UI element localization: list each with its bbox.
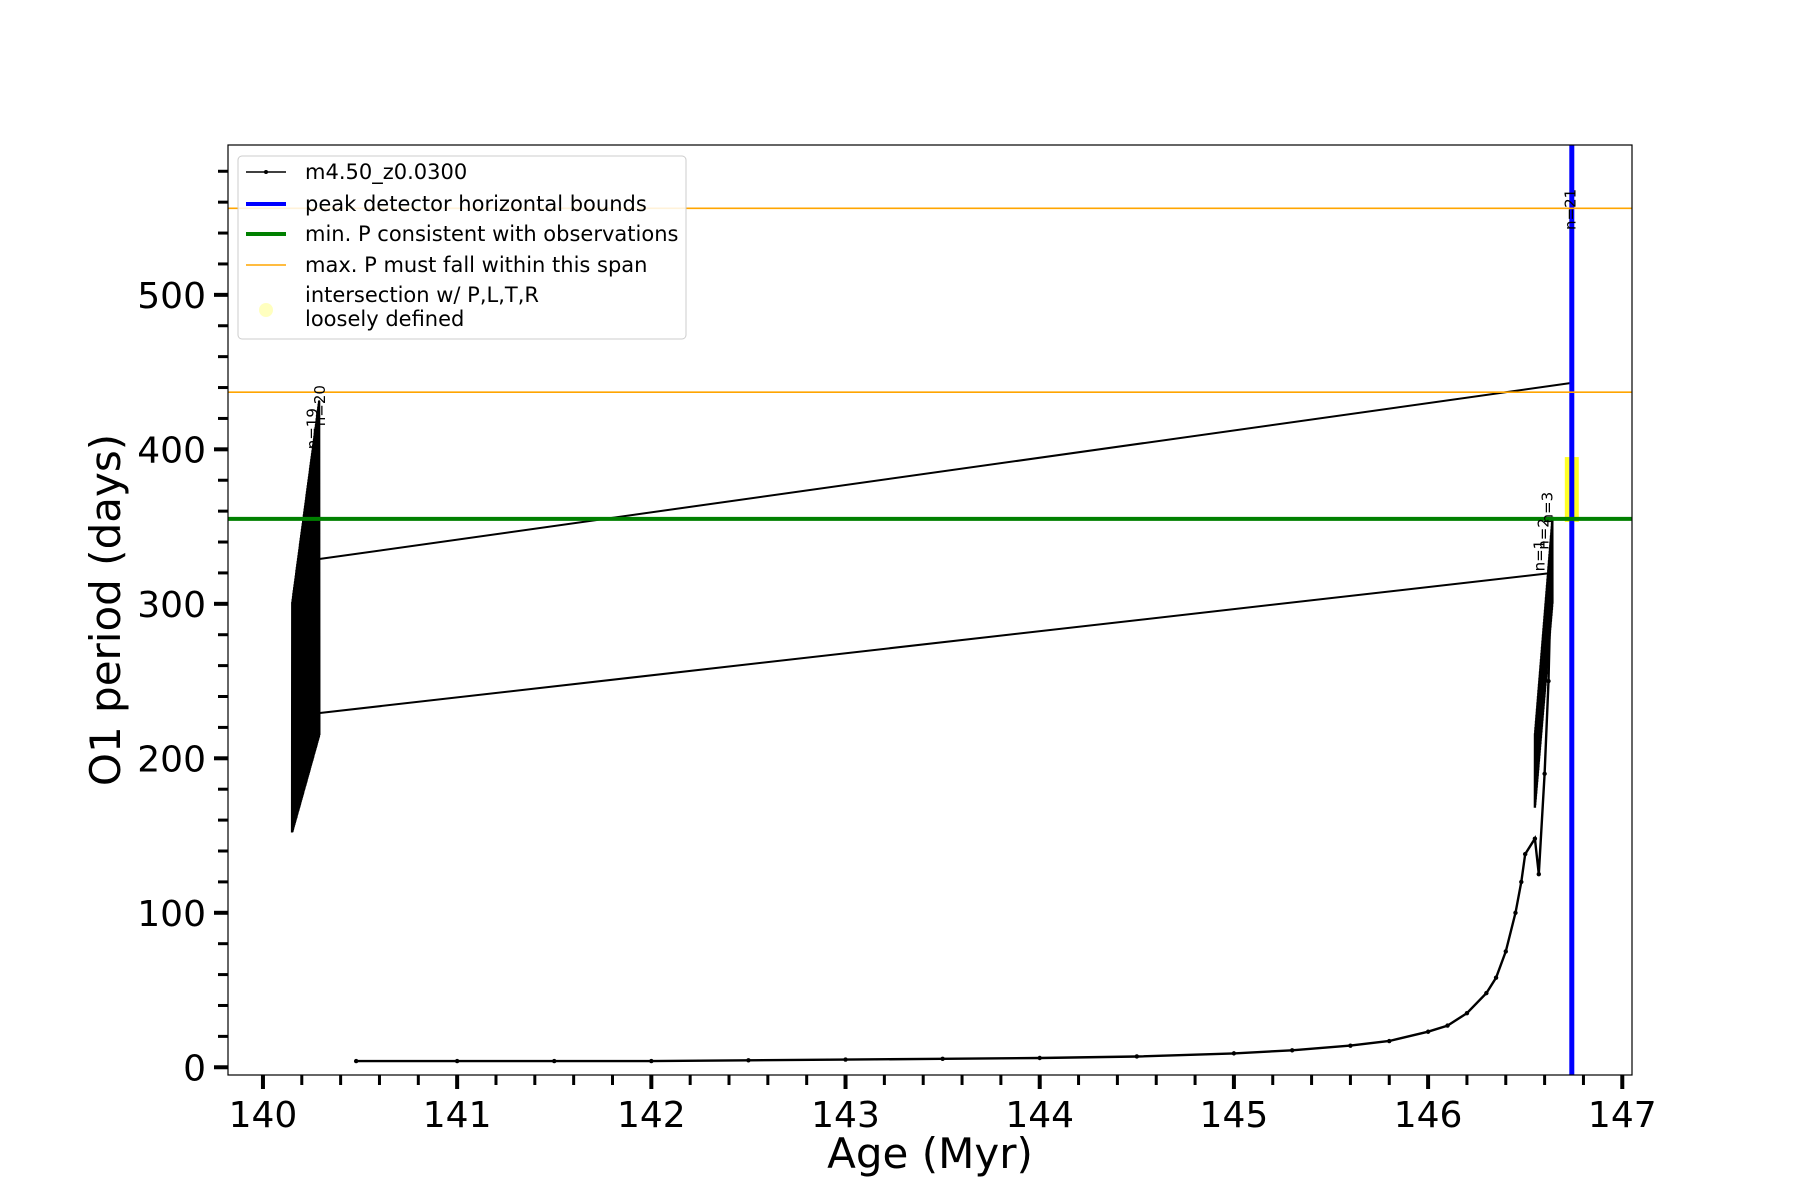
x-tick-label: 143 — [811, 1095, 880, 1136]
legend-box — [237, 155, 687, 340]
series-point — [1513, 910, 1518, 915]
series-point — [940, 1056, 945, 1061]
series-point — [1289, 1048, 1295, 1053]
series-point — [746, 1058, 751, 1063]
oscillation-band-0 — [290, 400, 321, 833]
legend-label-yellow-line2: loosely defined — [305, 307, 464, 331]
series-point — [1231, 1051, 1237, 1056]
y-axis-label: O1 period (days) — [81, 434, 130, 786]
series-layer — [315, 381, 1572, 1064]
annotation-label-3: n=3 — [1538, 492, 1556, 524]
series-point — [1348, 1043, 1353, 1048]
series-point — [1536, 871, 1541, 877]
series-point — [1037, 1055, 1042, 1061]
connector-line-0 — [315, 571, 1553, 715]
annotation-label-5: n=20 — [311, 385, 329, 426]
oscillation-band-1 — [1533, 519, 1554, 808]
legend-swatch-series-dot — [264, 170, 268, 174]
connector-line-1 — [319, 381, 1572, 561]
x-tick-label: 146 — [1394, 1095, 1463, 1136]
series-point — [1503, 949, 1508, 954]
y-axis-ticks: 0 100 200 300 400 500 — [137, 169, 228, 1089]
y-tick-label: 400 — [137, 430, 206, 471]
legend: m4.50_z0.0300 peak detector horizontal b… — [237, 155, 687, 340]
annotation-label-2: n=2 — [1535, 518, 1553, 550]
series-point — [454, 1058, 460, 1064]
x-tick-label: 145 — [1200, 1095, 1269, 1136]
series-point — [1387, 1038, 1392, 1044]
series-point — [1519, 879, 1524, 885]
y-tick-label: 200 — [137, 739, 206, 780]
series-point — [1425, 1029, 1431, 1034]
reference-lines — [228, 145, 1632, 1075]
series-point — [1134, 1054, 1140, 1059]
series-point — [1532, 836, 1538, 841]
series-point — [1522, 851, 1528, 857]
annotations: n=21 n=1n=2n=3 n=19n=20 — [303, 189, 1579, 572]
series-point — [1546, 678, 1551, 684]
plot-frame — [227, 144, 1633, 1076]
y-tick-label: 300 — [137, 585, 206, 626]
series-point — [843, 1057, 848, 1062]
legend-label-orange: max. P must fall within this span — [305, 253, 647, 277]
annotation-label-0: n=21 — [1562, 189, 1580, 230]
legend-label-yellow-line1: intersection w/ P,L,T,R — [305, 283, 539, 307]
x-tick-label: 147 — [1588, 1095, 1657, 1136]
series-point — [552, 1058, 557, 1064]
series-point — [649, 1058, 654, 1064]
x-tick-label: 142 — [617, 1095, 686, 1136]
x-axis-ticks: 140 141 142 143 144 145 146 147 — [229, 1075, 1657, 1136]
oscillation-bands — [290, 400, 1554, 833]
series-point — [1484, 990, 1489, 996]
series-point — [1493, 975, 1499, 980]
series-point — [1542, 771, 1547, 776]
legend-label-series: m4.50_z0.0300 — [305, 160, 467, 185]
x-tick-label: 140 — [229, 1095, 298, 1136]
y-tick-label: 100 — [137, 894, 206, 935]
y-tick-label: 0 — [183, 1048, 206, 1089]
series-point — [353, 1058, 359, 1064]
legend-swatch-yellow — [259, 303, 273, 317]
x-tick-label: 141 — [423, 1095, 492, 1136]
x-tick-label: 144 — [1005, 1095, 1074, 1136]
legend-label-green: min. P consistent with observations — [305, 222, 678, 246]
annotation-label-4: n=19 — [303, 408, 321, 449]
x-axis-label: Age (Myr) — [827, 1129, 1033, 1178]
series-point — [1445, 1023, 1450, 1028]
y-tick-label: 500 — [137, 276, 206, 317]
legend-label-blue: peak detector horizontal bounds — [305, 192, 647, 216]
series-point — [1464, 1011, 1470, 1016]
annotation-label-1: n=1 — [1531, 540, 1549, 572]
